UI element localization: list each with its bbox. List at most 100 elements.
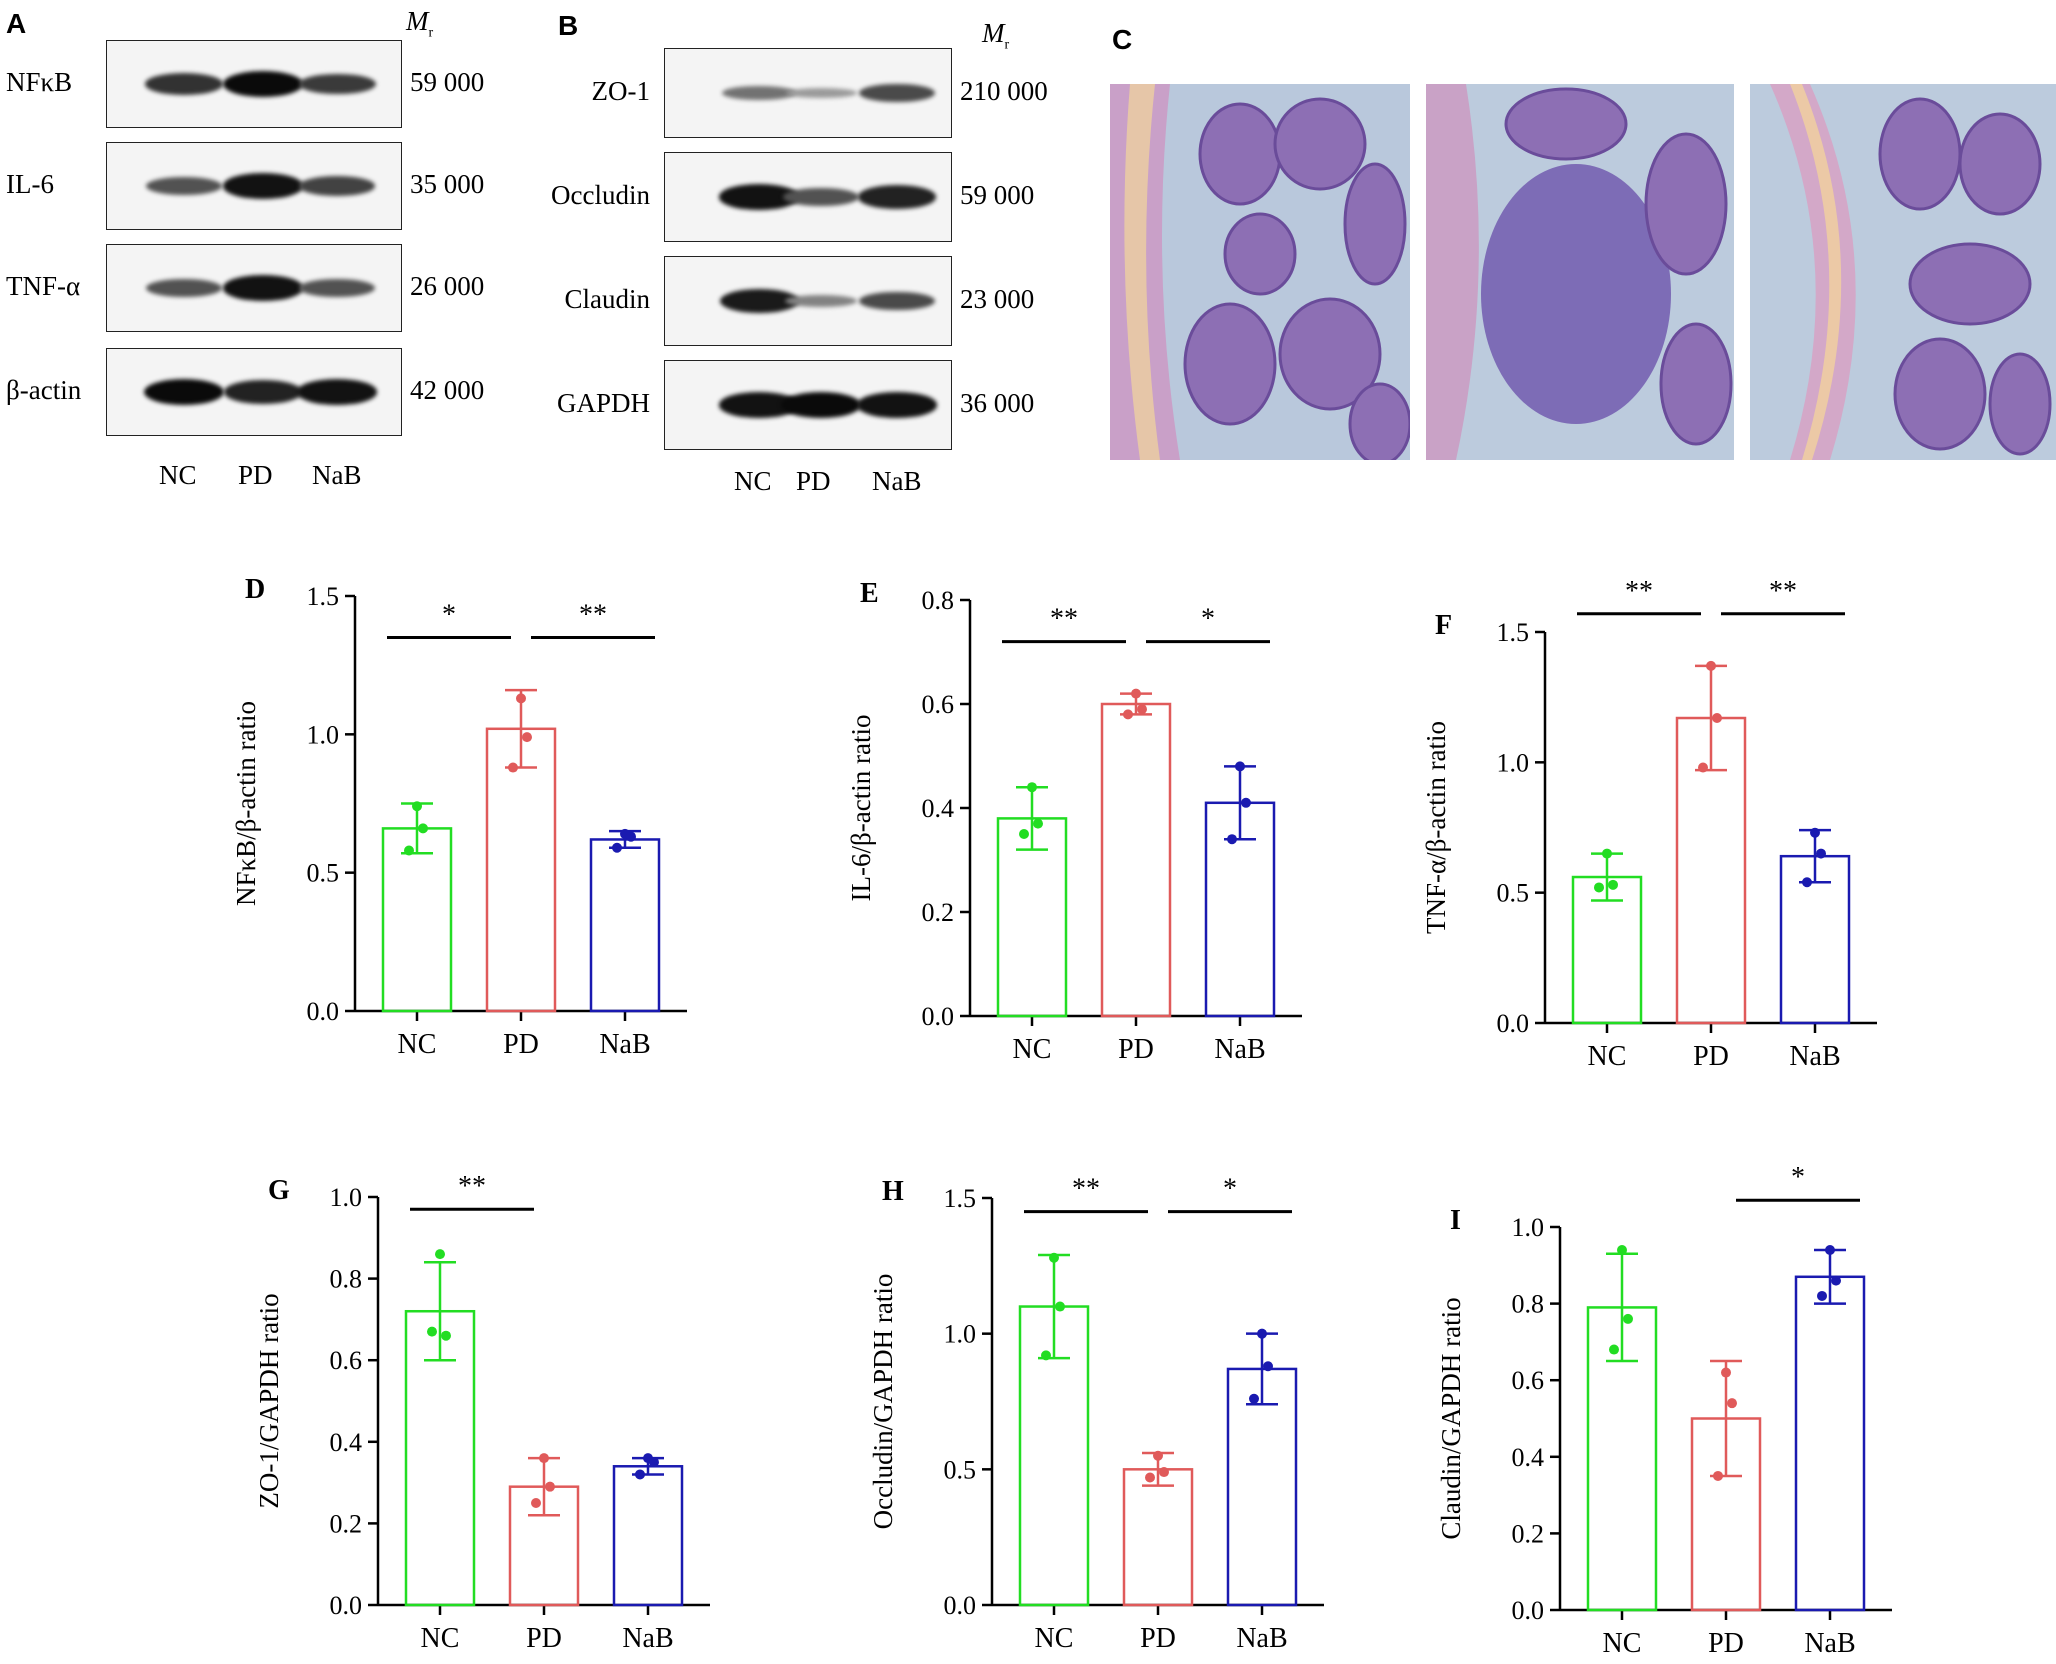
panel-letter-c: C — [1112, 24, 1133, 55]
data-point — [1249, 1393, 1259, 1404]
data-point — [1609, 1344, 1619, 1355]
histology-image-nab — [1750, 84, 2056, 460]
histology-nab-graphic — [1750, 84, 2056, 460]
y-tick-label: 0.0 — [1497, 1009, 1530, 1038]
bar-chart-e: E 0.0 0.2 0.4 0.6 0.8 IL-6/β-actin ratio NC PD Na… — [846, 578, 1302, 1065]
data-point — [1594, 882, 1604, 893]
y-tick-label: 1.5 — [1497, 618, 1530, 647]
significance-label: * — [442, 600, 456, 631]
data-point — [412, 801, 422, 812]
data-point — [441, 1330, 451, 1341]
blot-band — [785, 88, 857, 98]
x-tick-label: NC — [398, 1029, 437, 1060]
blot-band — [784, 294, 858, 308]
panel-letter: H — [882, 1176, 904, 1207]
panel-letter-a: A — [6, 8, 27, 39]
blot-band — [857, 392, 937, 418]
bar-nab — [1794, 1275, 1866, 1612]
y-axis-label: Claudin/GAPDH ratio — [1436, 1297, 1466, 1539]
y-tick-label: 0.2 — [1512, 1519, 1545, 1548]
y-tick-label: 0.0 — [1512, 1596, 1545, 1625]
data-point — [516, 693, 526, 704]
blot-row-label: IL-6 — [6, 169, 54, 199]
blot-row-label: Occludin — [551, 180, 650, 210]
y-tick-label: 1.0 — [1497, 748, 1530, 777]
blot-strip — [664, 360, 952, 450]
data-point — [1159, 1467, 1169, 1478]
histology-image-pd — [1426, 84, 1734, 460]
data-point — [1137, 704, 1147, 715]
x-tick-label: NC — [1013, 1034, 1052, 1065]
blot-molecular-weight: 210 000 — [960, 76, 1048, 106]
mr-header-b: Mr — [982, 18, 1009, 53]
data-point — [1019, 829, 1029, 839]
data-point — [635, 1469, 645, 1480]
significance-label: ** — [1769, 576, 1797, 607]
blot-band — [298, 73, 376, 95]
blot-strip — [664, 256, 952, 346]
histology-nc-graphic — [1110, 84, 1410, 460]
x-tick-label: PD — [526, 1623, 562, 1654]
blot-band — [145, 73, 223, 95]
blot-band — [781, 392, 861, 418]
blot-row-label: β-actin — [6, 375, 82, 405]
blot-molecular-weight: 23 000 — [960, 284, 1035, 314]
blot-band — [223, 380, 303, 404]
data-point — [1817, 1290, 1827, 1301]
significance-label: * — [1223, 1174, 1237, 1205]
data-point — [1263, 1361, 1273, 1372]
y-axis-label: Occludin/GAPDH ratio — [868, 1274, 898, 1530]
y-tick-label: 1.0 — [1512, 1213, 1545, 1242]
significance-label: ** — [1625, 576, 1653, 607]
blot-strip — [664, 152, 952, 242]
data-point — [435, 1249, 445, 1260]
data-point — [1145, 1472, 1155, 1483]
bar-chart-h: H 0.0 0.5 1.0 1.5 Occludin/GAPDH ratio NC PD NaB… — [868, 1174, 1324, 1654]
blot-lane-label: NC — [159, 460, 197, 490]
data-point — [626, 831, 636, 842]
data-point — [1131, 688, 1141, 699]
data-point — [1055, 1301, 1065, 1312]
data-point — [1712, 713, 1722, 724]
blot-band — [146, 177, 222, 195]
panel-letter-b: B — [558, 10, 579, 41]
blot-molecular-weight: 59 000 — [960, 180, 1035, 210]
blot-band — [783, 188, 859, 206]
data-point — [404, 845, 414, 856]
y-tick-label: 1.5 — [307, 582, 340, 611]
y-tick-label: 0.6 — [922, 690, 955, 719]
data-point — [1041, 1350, 1051, 1361]
mr-subscript: r — [428, 25, 434, 41]
y-tick-label: 0.8 — [330, 1265, 363, 1294]
blot-row-label: NFκB — [6, 67, 73, 97]
data-point — [1706, 660, 1716, 671]
blot-strip — [106, 40, 402, 128]
x-tick-label: NC — [421, 1623, 460, 1654]
y-tick-label: 0.4 — [330, 1428, 363, 1457]
panel-letter: G — [268, 1175, 290, 1206]
x-tick-label: PD — [1140, 1623, 1176, 1654]
bar-chart-f: F 0.0 0.5 1.0 1.5 TNF-α/β-actin ratio NC PD NaB *… — [1421, 576, 1877, 1072]
blot-band — [299, 279, 375, 297]
data-point — [418, 823, 428, 834]
blot-band — [859, 291, 935, 311]
data-point — [1810, 827, 1820, 838]
blot-row-label: ZO-1 — [591, 76, 650, 106]
panel-letter: I — [1450, 1205, 1461, 1236]
y-tick-label: 0.8 — [1512, 1290, 1545, 1319]
blot-lane-label: NaB — [312, 460, 362, 490]
data-point — [1713, 1470, 1723, 1481]
x-tick-label: NaB — [622, 1623, 673, 1654]
histology-pd-graphic — [1426, 84, 1734, 460]
blot-lane-label: PD — [238, 460, 273, 490]
blot-molecular-weight: 59 000 — [410, 67, 485, 97]
y-tick-label: 0.6 — [1512, 1366, 1545, 1395]
data-point — [1235, 761, 1245, 772]
blot-lane-label: NC — [734, 466, 772, 496]
significance-label: ** — [1050, 604, 1078, 635]
blot-band — [859, 83, 935, 103]
data-point — [1027, 782, 1037, 793]
data-point — [545, 1481, 555, 1492]
data-point — [427, 1326, 437, 1337]
